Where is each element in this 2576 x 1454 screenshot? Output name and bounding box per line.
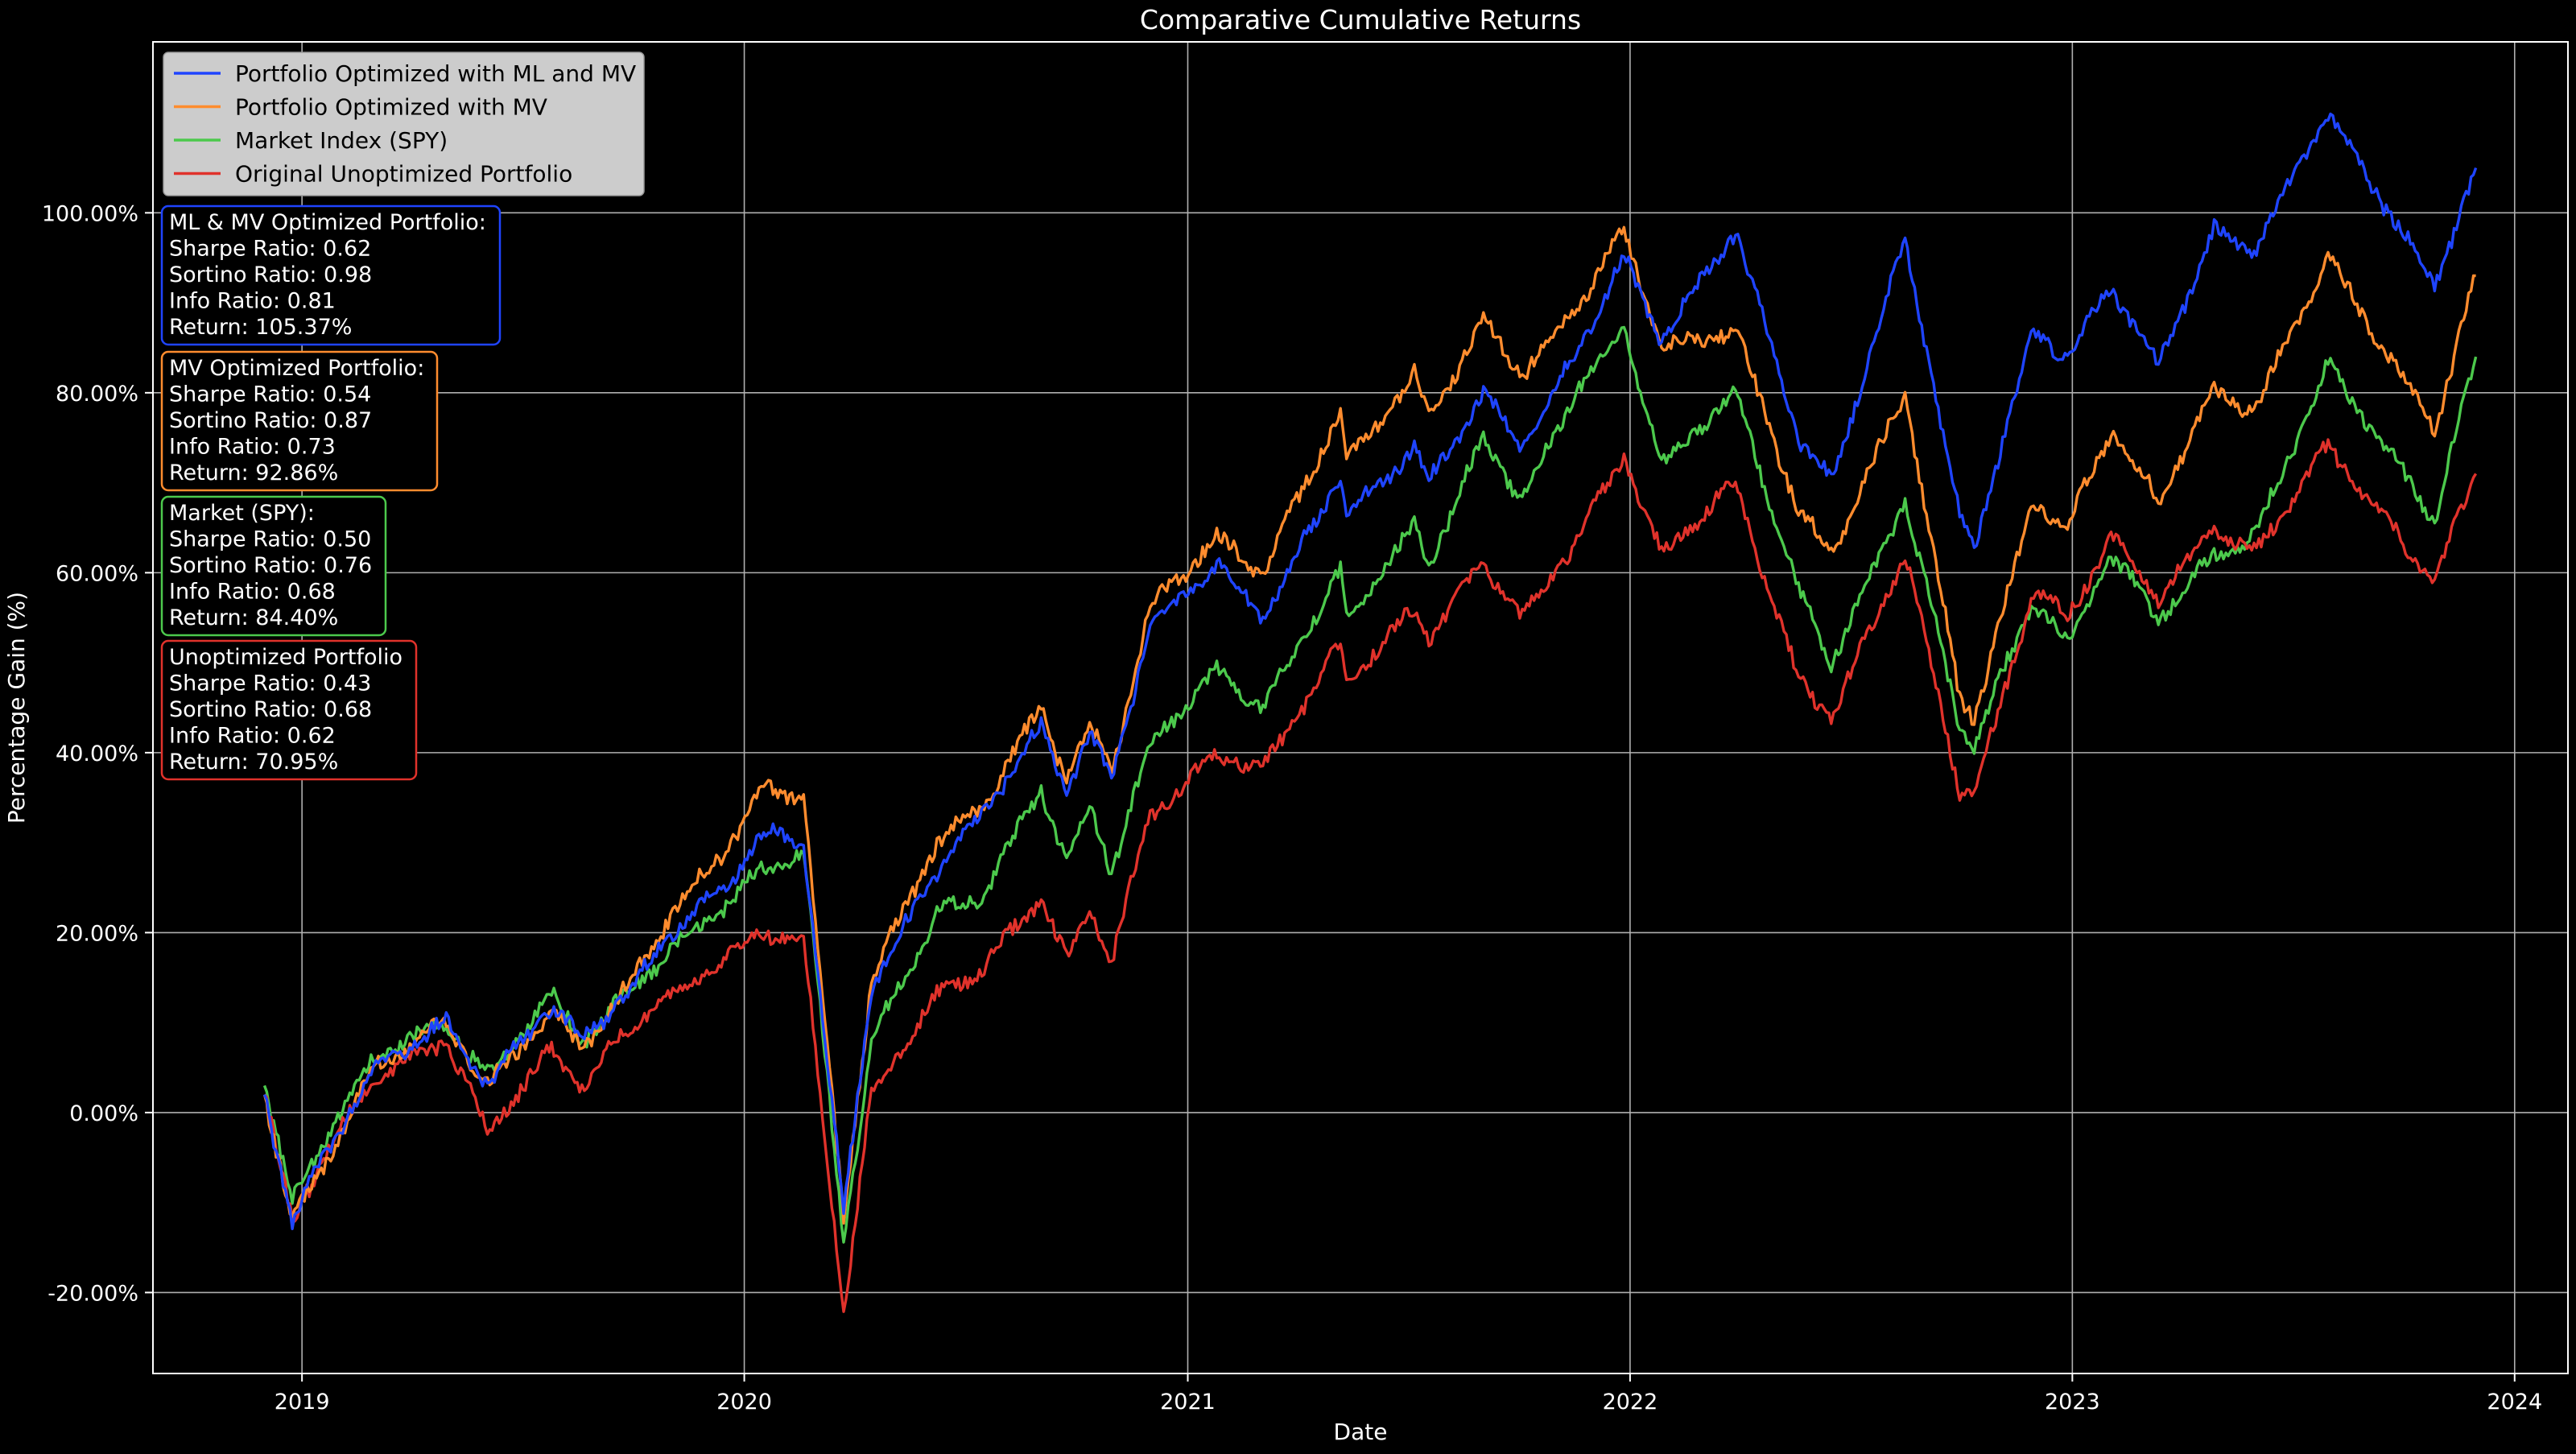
- stats-line: Unoptimized Portfolio: [169, 645, 402, 670]
- x-tick-label: 2023: [2045, 1390, 2100, 1415]
- y-axis-title: Percentage Gain (%): [3, 592, 30, 824]
- series-lines: [262, 112, 2478, 1313]
- x-ticks: 2019 2020 2021 2022 2023 2024: [275, 1373, 2542, 1415]
- stats-line: Market (SPY):: [169, 501, 315, 526]
- stats-line: Sharpe Ratio: 0.54: [169, 382, 371, 407]
- legend-label: Portfolio Optimized with ML and MV: [235, 60, 636, 87]
- x-tick-label: 2024: [2487, 1390, 2542, 1415]
- y-ticks: -20.00% 0.00% 20.00% 40.00% 60.00% 80.00% 100.…: [42, 201, 153, 1306]
- stats-line: Sharpe Ratio: 0.50: [169, 527, 371, 552]
- stats-line: Info Ratio: 0.81: [169, 289, 336, 314]
- legend-label: Market Index (SPY): [235, 127, 448, 154]
- y-tick-label: 60.00%: [56, 561, 138, 586]
- chart-title: Comparative Cumulative Returns: [1140, 4, 1581, 35]
- stats-line: Return: 105.37%: [169, 315, 352, 340]
- legend-label: Original Unoptimized Portfolio: [235, 161, 572, 188]
- stats-line: Return: 92.86%: [169, 461, 338, 485]
- legend: Portfolio Optimized with ML and MV Portfo…: [163, 52, 645, 196]
- legend-box: [163, 52, 645, 196]
- y-tick-label: 100.00%: [42, 201, 138, 226]
- stats-box: [160, 350, 439, 492]
- stats-box: [160, 204, 502, 346]
- stats-box: [160, 495, 387, 637]
- stats-line: Info Ratio: 0.73: [169, 435, 336, 460]
- stats-line: Sortino Ratio: 0.76: [169, 553, 372, 578]
- series-line: [263, 438, 2478, 1313]
- stats-boxes: ML & MV Optimized Portfolio:Sharpe Ratio…: [160, 204, 502, 781]
- x-axis-title: Date: [1334, 1419, 1388, 1445]
- stats-box: [160, 639, 418, 781]
- x-tick-label: 2022: [1603, 1390, 1658, 1415]
- series-line: [262, 325, 2478, 1244]
- stats-line: Sortino Ratio: 0.68: [169, 697, 372, 722]
- series-line: [262, 112, 2478, 1230]
- series-line: [262, 225, 2476, 1225]
- x-tick-label: 2019: [275, 1390, 330, 1415]
- x-tick-label: 2020: [716, 1390, 772, 1415]
- stats-line: Sharpe Ratio: 0.62: [169, 237, 371, 262]
- stats-line: Sortino Ratio: 0.98: [169, 262, 372, 287]
- plot-frame: [152, 41, 2569, 1374]
- stats-line: Info Ratio: 0.68: [169, 580, 336, 605]
- stats-line: Info Ratio: 0.62: [169, 724, 336, 749]
- y-tick-label: 80.00%: [56, 382, 138, 407]
- legend-label: Portfolio Optimized with MV: [235, 94, 547, 121]
- y-tick-label: -20.00%: [47, 1281, 138, 1306]
- stats-line: ML & MV Optimized Portfolio:: [169, 210, 486, 235]
- stats-line: Return: 84.40%: [169, 605, 338, 630]
- stats-line: Return: 70.95%: [169, 750, 338, 775]
- stats-line: Sharpe Ratio: 0.43: [169, 671, 371, 696]
- stats-line: MV Optimized Portfolio:: [169, 356, 424, 381]
- y-tick-label: 40.00%: [56, 741, 138, 766]
- x-tick-label: 2021: [1160, 1390, 1216, 1415]
- y-tick-label: 20.00%: [56, 921, 138, 946]
- y-tick-label: 0.00%: [69, 1101, 138, 1126]
- stats-line: Sortino Ratio: 0.87: [169, 408, 372, 433]
